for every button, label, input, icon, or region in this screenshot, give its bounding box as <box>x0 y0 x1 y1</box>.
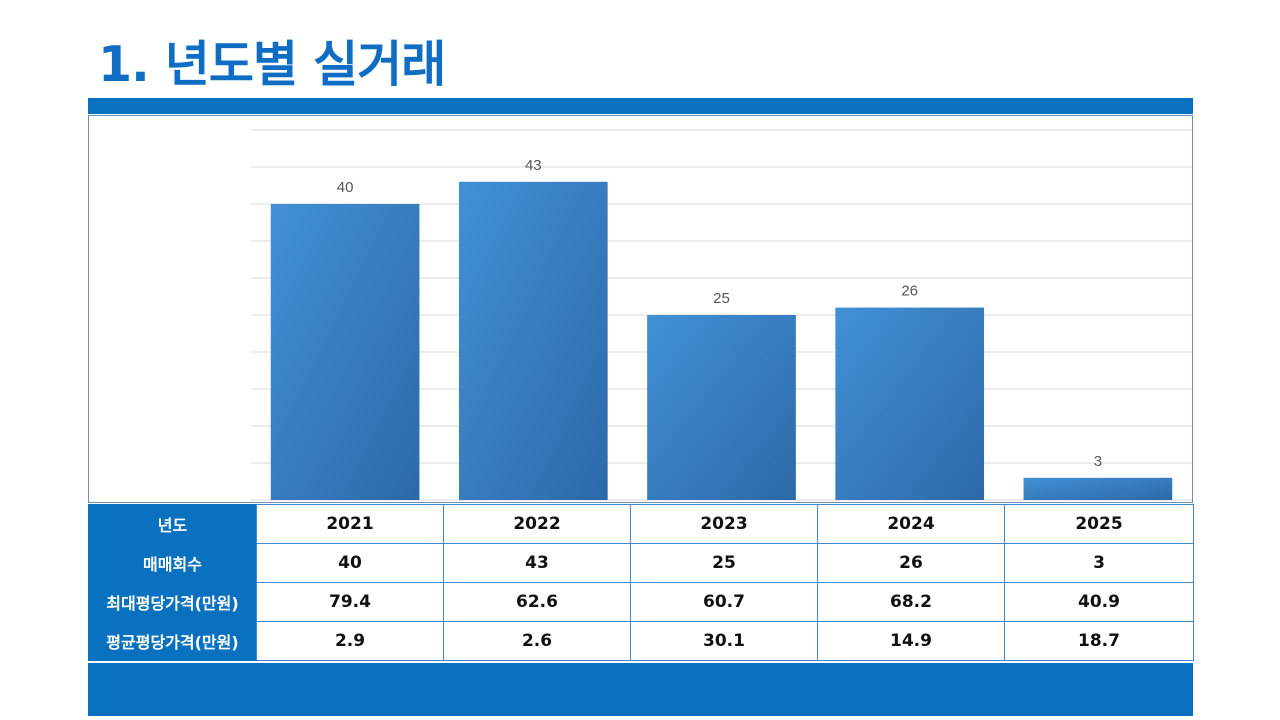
data-label-2023: 25 <box>713 290 730 307</box>
table-cell: 2.9 <box>256 621 444 661</box>
table-cell: 40.9 <box>1004 582 1194 622</box>
row-header: 평균평당가격(만원) <box>88 621 257 661</box>
table-cell: 40 <box>256 543 444 583</box>
table-cell: 25 <box>630 543 818 583</box>
table-cell: 2.6 <box>443 621 631 661</box>
page-title: 1. 년도별 실거래 <box>98 36 446 93</box>
data-label-2024: 26 <box>901 283 918 300</box>
table-row-year: 년도 2021 2022 2023 2024 2025 <box>88 504 1194 544</box>
bar-2024 <box>835 307 985 500</box>
table-cell: 30.1 <box>630 621 818 661</box>
table-cell: 2024 <box>817 504 1005 544</box>
table-cell: 3 <box>1004 543 1194 583</box>
table-row-max-price: 최대평당가격(만원) 79.4 62.6 60.7 68.2 40.9 <box>88 582 1194 622</box>
table-cell: 62.6 <box>443 582 631 622</box>
table-cell: 2025 <box>1004 504 1194 544</box>
bar-2025 <box>1023 477 1173 500</box>
data-label-2022: 43 <box>525 157 542 174</box>
chart-area: 40 43 25 26 3 <box>88 115 1193 503</box>
row-header: 년도 <box>88 504 257 544</box>
row-header: 매매회수 <box>88 543 257 583</box>
table-row-avg-price: 평균평당가격(만원) 2.9 2.6 30.1 14.9 18.7 <box>88 621 1194 661</box>
table-cell: 79.4 <box>256 582 444 622</box>
bar-2021 <box>270 204 420 500</box>
footer-bar <box>88 663 1193 716</box>
bar-2022 <box>458 181 608 501</box>
bar-2023 <box>647 315 796 500</box>
bar-series <box>270 181 1173 501</box>
row-header: 최대평당가격(만원) <box>88 582 257 622</box>
table-cell: 26 <box>817 543 1005 583</box>
table-cell: 68.2 <box>817 582 1005 622</box>
table-cell: 14.9 <box>817 621 1005 661</box>
data-label-2025: 3 <box>1094 453 1102 470</box>
title-accent-bar <box>88 98 1193 114</box>
table-cell: 60.7 <box>630 582 818 622</box>
table-cell: 2021 <box>256 504 444 544</box>
data-labels: 40 43 25 26 3 <box>337 157 1102 470</box>
table-cell: 2023 <box>630 504 818 544</box>
data-label-2021: 40 <box>337 179 354 196</box>
table-cell: 43 <box>443 543 631 583</box>
table-cell: 2022 <box>443 504 631 544</box>
bar-chart: 40 43 25 26 3 <box>251 129 1192 501</box>
table-cell: 18.7 <box>1004 621 1194 661</box>
data-table: 년도 2021 2022 2023 2024 2025 매매회수 40 43 2… <box>88 504 1194 661</box>
table-row-trade-count: 매매회수 40 43 25 26 3 <box>88 543 1194 583</box>
